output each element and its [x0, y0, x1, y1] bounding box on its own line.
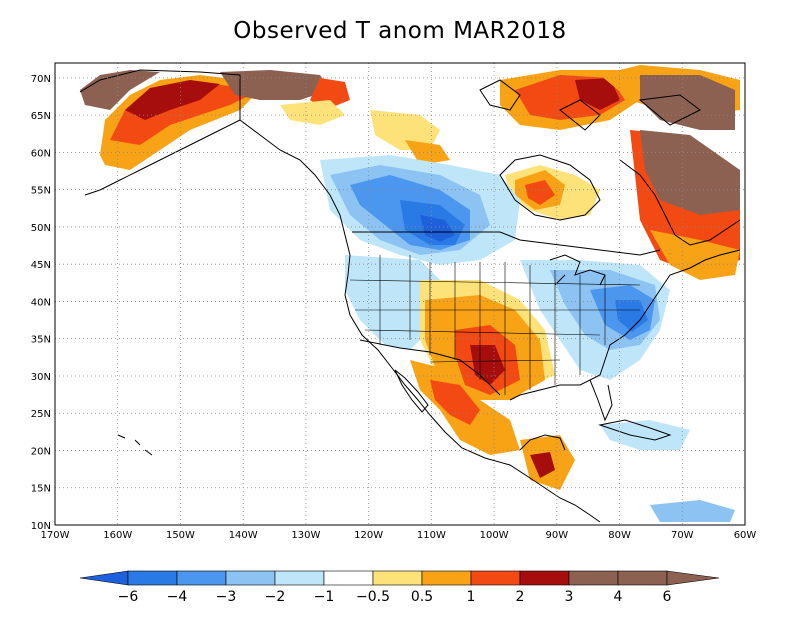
cuba — [598, 419, 672, 441]
yucatan — [519, 434, 566, 451]
anomaly-fields — [80, 65, 740, 522]
hudson-bay — [499, 154, 601, 221]
colorbar-label: −4 — [167, 589, 188, 605]
lon-tick-label: 80W — [608, 530, 631, 541]
labrador-orange — [650, 230, 740, 280]
colorbar-segment — [470, 570, 521, 586]
colorbar-label: 1 — [467, 589, 476, 605]
central-america-red — [530, 452, 555, 478]
western-cold-blue-4 — [420, 215, 455, 242]
us-canada-border — [352, 231, 661, 256]
colorbar-label: 6 — [663, 589, 672, 605]
colorbar-segment — [127, 570, 178, 586]
colorbar-segment — [421, 570, 472, 586]
hudson-warm-3 — [525, 180, 555, 205]
lat-tick-label: 60N — [31, 148, 51, 159]
lon-tick-labels: 170W 160W 150W 140W 130W 120W 110W 100W 90W 80W 70… — [41, 530, 757, 541]
west-coast — [344, 254, 601, 523]
central-canada-yellow — [370, 110, 440, 150]
caribbean-lightblue — [600, 420, 690, 450]
north-coast-brown — [220, 70, 330, 100]
florida — [589, 379, 613, 422]
alaska-coast — [79, 69, 351, 256]
colorbar-label: −6 — [118, 589, 139, 605]
plot-frame — [54, 62, 746, 526]
baja — [394, 369, 429, 413]
lat-tick-label: 50N — [31, 223, 51, 234]
lon-tick-label: 120W — [354, 530, 383, 541]
colorbar-label: 3 — [565, 589, 574, 605]
grid-lines — [55, 63, 745, 525]
coastlines — [79, 69, 741, 523]
lat-tick-label: 30N — [31, 372, 51, 383]
lat-tick-label: 65N — [31, 111, 51, 122]
colorbar-label: −0.5 — [356, 589, 390, 605]
greenland-brown — [640, 75, 735, 130]
caribbean-south — [650, 500, 735, 522]
map-title: Observed T anom MAR2018 — [233, 18, 567, 44]
colorbar-label: 2 — [516, 589, 525, 605]
colorbar-segment — [372, 570, 423, 586]
colorbar-label: −2 — [265, 589, 286, 605]
hawaii — [117, 434, 153, 456]
lon-tick-label: 100W — [480, 530, 509, 541]
lat-tick-label: 20N — [31, 446, 51, 457]
colorbar-segment — [568, 570, 619, 586]
lat-tick-label: 25N — [31, 409, 51, 420]
lon-tick-label: 60W — [734, 530, 757, 541]
colorbar-segment — [617, 570, 668, 586]
lat-tick-labels: 10N 15N 20N 25N 30N 35N 40N 45N 50N 55N 60N 65N 70N — [31, 74, 51, 532]
lon-tick-label: 140W — [229, 530, 258, 541]
lon-tick-label: 150W — [166, 530, 195, 541]
us-mexico-border — [359, 339, 501, 396]
lat-tick-label: 45N — [31, 260, 51, 271]
eastern-arctic-darkred — [575, 78, 620, 110]
lat-tick-label: 70N — [31, 74, 51, 85]
labrador-brown — [640, 130, 740, 215]
colorbar-segment — [176, 570, 227, 586]
lat-tick-label: 15N — [31, 484, 51, 495]
labrador-coast — [619, 159, 741, 246]
alaska-warm-3 — [125, 80, 220, 120]
lon-tick-label: 110W — [417, 530, 446, 541]
mexico-red — [430, 380, 480, 425]
south-warm-darkred — [470, 345, 505, 385]
colorbar-label: −1 — [314, 589, 335, 605]
lat-tick-label: 35N — [31, 335, 51, 346]
beaufort-yellow — [280, 100, 345, 125]
colorbar-left-arrow — [79, 570, 129, 586]
us-west-lightblue — [345, 255, 440, 350]
colorbar-segment — [323, 570, 374, 586]
lon-tick-label: 170W — [41, 530, 70, 541]
lon-tick-label: 130W — [291, 530, 320, 541]
lat-tick-label: 55N — [31, 186, 51, 197]
lat-tick-label: 40N — [31, 297, 51, 308]
east-cold-blue-3 — [615, 300, 648, 332]
lon-tick-label: 90W — [546, 530, 569, 541]
colorbar-segment — [519, 570, 570, 586]
colorbar: −6 −4 −3 −2 −1 −0.5 0.5 1 2 3 4 6 — [79, 570, 720, 605]
colorbar-label: 4 — [614, 589, 623, 605]
gulf-coast — [509, 249, 741, 401]
state-borders — [349, 255, 641, 395]
colorbar-label: −3 — [216, 589, 237, 605]
colorbar-segment — [225, 570, 276, 586]
lon-tick-label: 160W — [103, 530, 132, 541]
colorbar-right-arrow — [666, 570, 720, 586]
lon-tick-label: 70W — [671, 530, 694, 541]
colorbar-label: 0.5 — [411, 589, 433, 605]
colorbar-segment — [274, 570, 325, 586]
lat-tick-label: 10N — [31, 521, 51, 532]
